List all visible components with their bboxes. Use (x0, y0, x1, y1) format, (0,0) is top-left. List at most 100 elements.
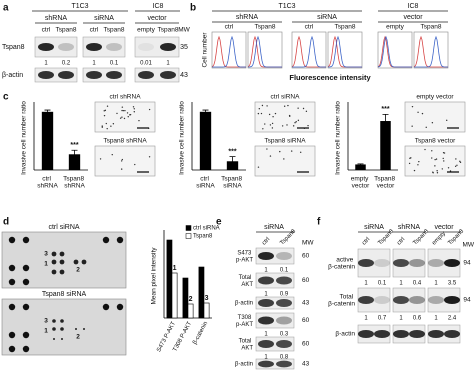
histogram-frame (377, 31, 413, 69)
micrograph (404, 101, 466, 133)
cell-dot (99, 158, 102, 160)
array-spot (61, 338, 63, 340)
cell-dot (271, 122, 274, 125)
array-spot (51, 269, 57, 275)
row-label: Total β-catenin (328, 293, 355, 307)
band (444, 330, 460, 338)
array-spot (73, 259, 79, 265)
label: empty (386, 24, 404, 31)
cell-dot (281, 125, 284, 127)
array-spot (8, 264, 16, 272)
label: 1 (264, 292, 268, 298)
label: 0.6 (413, 316, 422, 322)
label: MW (462, 242, 474, 249)
label: 1 (364, 316, 368, 322)
cell-dot (455, 158, 457, 160)
bar (380, 121, 391, 170)
cell-dot (290, 150, 293, 152)
cell-dot (299, 151, 302, 153)
band (428, 296, 444, 304)
cell-dot (271, 127, 274, 129)
bar (198, 266, 205, 319)
label: siRNA (264, 224, 284, 231)
cell-dot (260, 112, 263, 115)
error-bar (71, 149, 78, 159)
bar (68, 154, 81, 170)
array-spot (60, 327, 64, 331)
histogram-frame (211, 31, 247, 69)
error-bar (202, 109, 209, 114)
array-spot (51, 251, 57, 257)
label: 35 (180, 44, 188, 51)
label: 94 (463, 297, 471, 304)
array-spot (59, 259, 65, 265)
label: β-actin (2, 72, 23, 79)
panel-letter: a (3, 3, 9, 14)
label: 43 (302, 300, 310, 307)
label: 43 (302, 361, 310, 368)
cell-dot (116, 112, 118, 115)
array-spot (8, 303, 16, 311)
x-tick-label: Tspan8 vector (374, 175, 397, 189)
cell-dot (120, 160, 123, 162)
band (358, 330, 374, 338)
array-spot (22, 345, 30, 353)
label: 1 (264, 268, 268, 274)
x-tick-label: ctrl shRNA (37, 175, 58, 189)
cell-dot (435, 158, 438, 160)
cell-dot (279, 150, 281, 153)
label: 3 (44, 251, 48, 258)
cell-dot (258, 108, 261, 110)
cell-dot (119, 117, 122, 119)
histogram-frame (291, 31, 327, 69)
band (258, 276, 274, 285)
label: Tspan8 siRNA (264, 138, 306, 145)
histogram-curve (413, 35, 448, 68)
label: Tspan8 (412, 228, 430, 246)
bar (166, 239, 173, 319)
label: 60 (302, 277, 310, 284)
cell-dot (307, 124, 309, 127)
cell-dot (431, 150, 433, 152)
cell-dot (148, 108, 151, 111)
label: Tspan8 (2, 44, 25, 51)
label: vector (403, 14, 423, 21)
band (58, 71, 74, 79)
label: 0.1 (110, 61, 119, 67)
cell-dot (124, 109, 126, 112)
cell-dot (121, 158, 124, 161)
histogram-curve (377, 35, 412, 68)
cell-dot (111, 153, 113, 156)
band (258, 252, 274, 260)
blot (255, 247, 295, 265)
cell-dot (121, 106, 124, 108)
cell-dot (286, 124, 288, 126)
error-bar (229, 156, 236, 166)
label: ctrl shRNA (109, 94, 141, 101)
band (258, 340, 274, 348)
cell-dot (122, 109, 125, 112)
cell-dot (257, 112, 260, 115)
array-spot (22, 278, 30, 286)
label: Tspan8 shRNA (103, 138, 147, 145)
band (276, 276, 292, 285)
label: ctrl (396, 237, 406, 247)
row-label: β-actin (335, 331, 355, 338)
band (428, 259, 444, 267)
label: 60 (302, 341, 310, 348)
cell-dot (104, 109, 107, 112)
row-label: T308 p-AKT (236, 315, 253, 328)
band (393, 296, 409, 304)
cell-dot (105, 122, 107, 125)
label: Tspan8 (279, 228, 297, 246)
cell-dot (295, 121, 297, 123)
y-axis-label: Mean pixel intensity (151, 247, 158, 305)
label: 0.4 (413, 281, 422, 287)
label: vector (434, 224, 454, 231)
label: shRNA (45, 15, 68, 22)
blot (82, 36, 126, 58)
cell-dot (127, 115, 129, 118)
array-spot (81, 259, 87, 265)
label: 3.5 (448, 281, 457, 287)
label: Tspan8 siRNA (42, 291, 87, 298)
